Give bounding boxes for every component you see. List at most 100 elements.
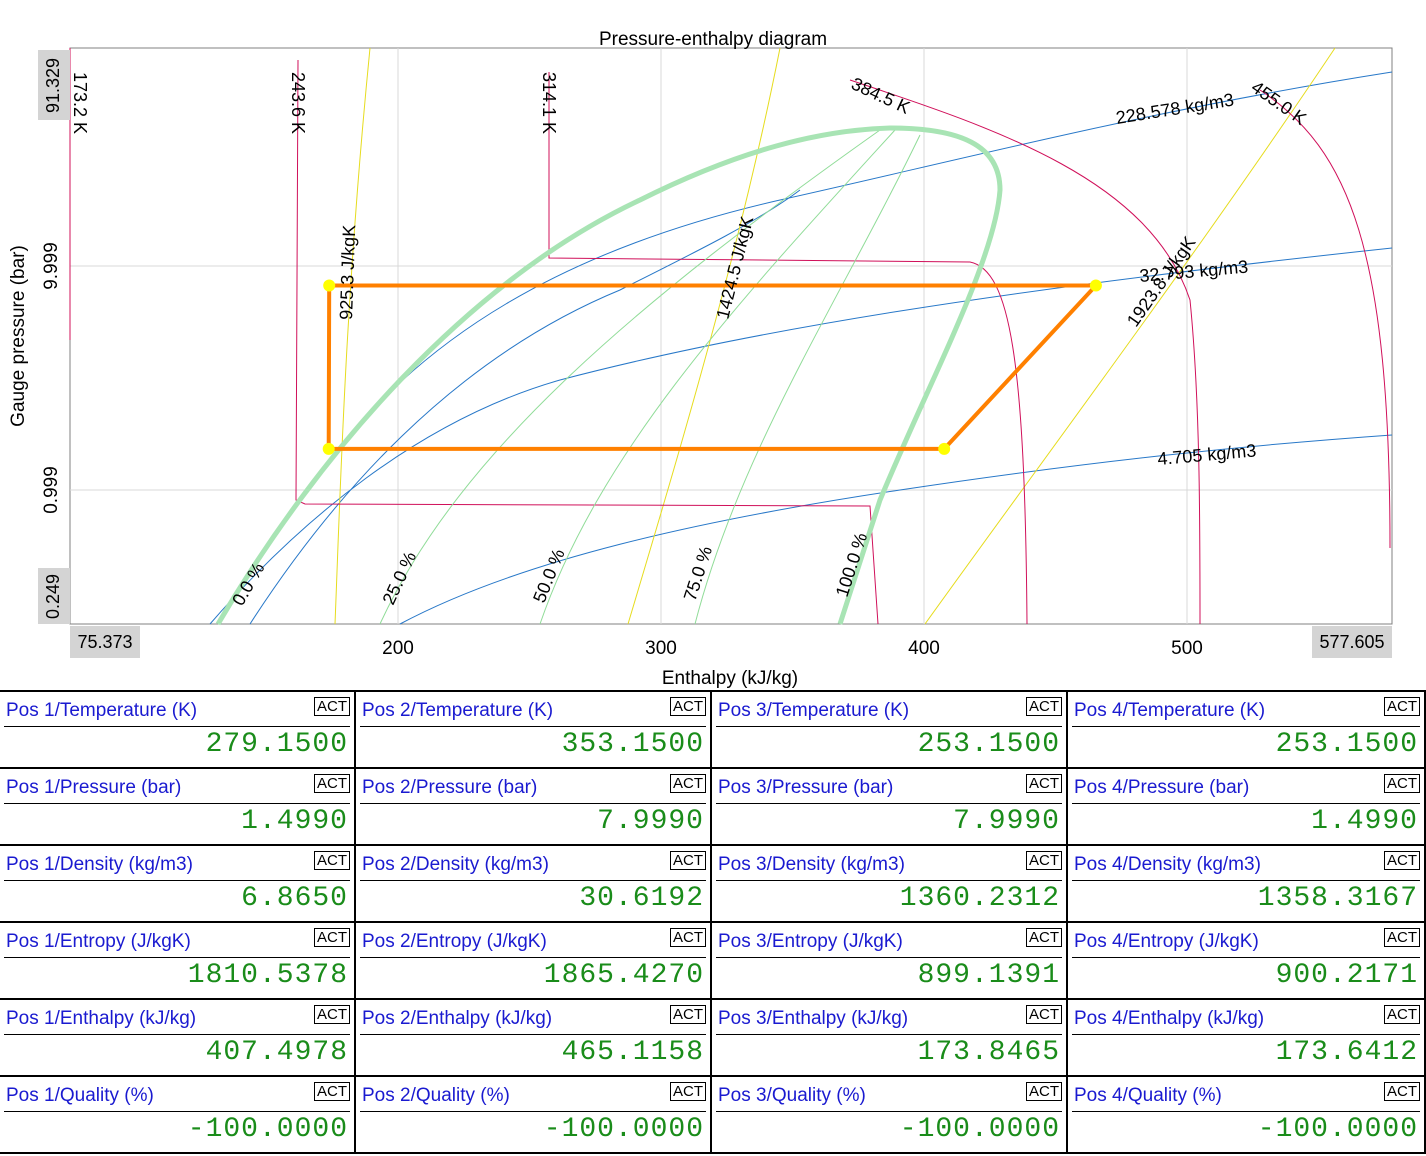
readout-cell: Pos 4/Entropy (J/kgK) ACT 900.2171 xyxy=(1066,921,1426,1000)
readout-divider xyxy=(1072,880,1420,881)
readout-label: Pos 3/Entropy (J/kgK) xyxy=(718,931,903,952)
readout-divider xyxy=(1072,1034,1420,1035)
readout-label: Pos 3/Temperature (K) xyxy=(718,700,910,721)
readout-divider xyxy=(716,726,1062,727)
act-badge[interactable]: ACT xyxy=(1026,851,1062,870)
act-badge[interactable]: ACT xyxy=(314,851,350,870)
readout-divider xyxy=(1072,957,1420,958)
act-badge[interactable]: ACT xyxy=(1384,697,1420,716)
isotherm-line-3 xyxy=(548,72,1028,625)
x-tick-labels: 200 300 400 500 xyxy=(382,638,1203,659)
act-badge[interactable]: ACT xyxy=(1384,851,1420,870)
cycle-point-4[interactable] xyxy=(322,442,335,455)
act-badge[interactable]: ACT xyxy=(314,774,350,793)
refrigeration-cycle xyxy=(322,279,1102,455)
readout-cell: Pos 2/Enthalpy (kJ/kg) ACT 465.1158 xyxy=(354,998,712,1077)
act-badge[interactable]: ACT xyxy=(670,774,706,793)
act-badge[interactable]: ACT xyxy=(670,928,706,947)
pressure-enthalpy-chart: 173.2 K 243.6 K 314.1 K 384.5 K 455.0 K … xyxy=(8,29,1393,689)
y-min-label: 0.249 xyxy=(38,568,70,624)
readout-divider xyxy=(4,880,350,881)
isotherm-line-5 xyxy=(1259,89,1391,549)
act-badge[interactable]: ACT xyxy=(1026,774,1062,793)
readout-divider xyxy=(4,1034,350,1035)
readout-divider xyxy=(360,803,706,804)
x-tick-200: 200 xyxy=(382,638,414,659)
readout-label: Pos 4/Enthalpy (kJ/kg) xyxy=(1074,1008,1265,1029)
readout-cell: Pos 2/Pressure (bar) ACT 7.9990 xyxy=(354,767,712,846)
act-badge[interactable]: ACT xyxy=(670,1005,706,1024)
readout-cell: Pos 2/Temperature (K) ACT 353.1500 xyxy=(354,690,712,769)
readout-divider xyxy=(360,1034,706,1035)
quality-line-75 xyxy=(694,134,921,625)
readout-cell: Pos 4/Pressure (bar) ACT 1.4990 xyxy=(1066,767,1426,846)
readout-cell: Pos 1/Quality (%) ACT -100.0000 xyxy=(0,1075,356,1154)
readout-divider xyxy=(360,726,706,727)
act-badge[interactable]: ACT xyxy=(314,697,350,716)
readout-label: Pos 2/Entropy (J/kgK) xyxy=(362,931,547,952)
readout-value: 7.9990 xyxy=(953,806,1060,837)
readout-value: 1358.3167 xyxy=(1257,883,1418,914)
cycle-point-1[interactable] xyxy=(938,442,951,455)
act-badge[interactable]: ACT xyxy=(670,697,706,716)
readout-label: Pos 4/Temperature (K) xyxy=(1074,700,1266,721)
readout-value: -100.0000 xyxy=(1257,1114,1418,1145)
y-tick-labels: 9.999 0.999 xyxy=(41,242,62,514)
readout-cell: Pos 3/Density (kg/m3) ACT 1360.2312 xyxy=(710,844,1068,923)
cycle-point-3[interactable] xyxy=(323,279,336,292)
act-badge[interactable]: ACT xyxy=(670,1082,706,1101)
readout-value: 6.8650 xyxy=(241,883,348,914)
readout-value: 1360.2312 xyxy=(899,883,1060,914)
readout-value: 279.1500 xyxy=(205,729,348,760)
isochore-line-4 xyxy=(249,189,801,625)
act-badge[interactable]: ACT xyxy=(1026,697,1062,716)
readout-label: Pos 1/Temperature (K) xyxy=(6,700,198,721)
act-badge[interactable]: ACT xyxy=(1026,928,1062,947)
readout-divider xyxy=(716,1111,1062,1112)
act-badge[interactable]: ACT xyxy=(1026,1005,1062,1024)
readout-value: 1810.5378 xyxy=(187,960,348,991)
act-badge[interactable]: ACT xyxy=(1384,1005,1420,1024)
x-min-label: 75.373 xyxy=(70,626,140,658)
readout-value: -100.0000 xyxy=(543,1114,704,1145)
readout-label: Pos 2/Enthalpy (kJ/kg) xyxy=(362,1008,553,1029)
act-badge[interactable]: ACT xyxy=(1384,928,1420,947)
saturation-dome xyxy=(215,125,1003,626)
cycle-point-2[interactable] xyxy=(1089,279,1102,292)
quality-line-25 xyxy=(379,129,881,625)
readout-divider xyxy=(1072,803,1420,804)
readout-label: Pos 3/Enthalpy (kJ/kg) xyxy=(718,1008,909,1029)
y-max-value: 91.329 xyxy=(43,57,64,113)
act-badge[interactable]: ACT xyxy=(1026,1082,1062,1101)
readout-label: Pos 2/Temperature (K) xyxy=(362,700,554,721)
act-badge[interactable]: ACT xyxy=(1384,1082,1420,1101)
readout-cell: Pos 3/Quality (%) ACT -100.0000 xyxy=(710,1075,1068,1154)
isentrope-line-1 xyxy=(334,47,371,625)
readout-value: -100.0000 xyxy=(187,1114,348,1145)
readout-divider xyxy=(4,803,350,804)
isotherm-label-3: 314.1 K xyxy=(539,72,559,134)
act-badge[interactable]: ACT xyxy=(1384,774,1420,793)
readout-cell: Pos 4/Enthalpy (kJ/kg) ACT 173.6412 xyxy=(1066,998,1426,1077)
readout-divider xyxy=(360,957,706,958)
readout-cell: Pos 1/Pressure (bar) ACT 1.4990 xyxy=(0,767,356,846)
isotherm-label-1: 173.2 K xyxy=(70,72,90,134)
chart-title: Pressure-enthalpy diagram xyxy=(599,29,827,50)
readout-cell: Pos 1/Enthalpy (kJ/kg) ACT 407.4978 xyxy=(0,998,356,1077)
readout-value: 173.6412 xyxy=(1275,1037,1418,1068)
act-badge[interactable]: ACT xyxy=(314,1082,350,1101)
act-badge[interactable]: ACT xyxy=(314,928,350,947)
act-badge[interactable]: ACT xyxy=(314,1005,350,1024)
readout-label: Pos 2/Density (kg/m3) xyxy=(362,854,549,875)
act-badge[interactable]: ACT xyxy=(670,851,706,870)
readout-label: Pos 4/Entropy (J/kgK) xyxy=(1074,931,1259,952)
isentrope-label-1: 925.3 J/kgK xyxy=(336,224,359,320)
readout-value: 899.1391 xyxy=(917,960,1060,991)
x-axis-label: Enthalpy (kJ/kg) xyxy=(662,668,798,689)
isochore-line-3 xyxy=(399,434,1393,625)
isochore-line-2 xyxy=(209,247,1393,625)
readout-cell: Pos 1/Temperature (K) ACT 279.1500 xyxy=(0,690,356,769)
readout-divider xyxy=(360,1111,706,1112)
y-tick-9999: 9.999 xyxy=(41,242,62,290)
readout-divider xyxy=(4,957,350,958)
